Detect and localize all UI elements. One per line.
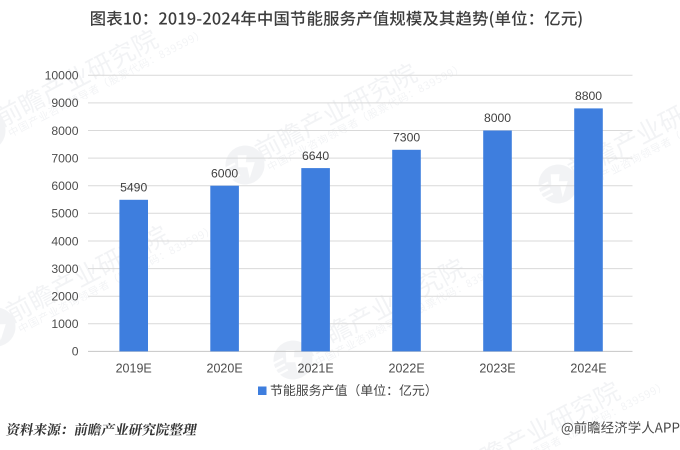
svg-text:2023E: 2023E — [479, 361, 515, 375]
svg-text:9000: 9000 — [51, 96, 78, 110]
svg-text:0: 0 — [72, 345, 79, 359]
svg-text:2022E: 2022E — [389, 361, 425, 375]
svg-text:1000: 1000 — [51, 317, 78, 331]
svg-text:10000: 10000 — [45, 69, 79, 83]
svg-text:6000: 6000 — [51, 179, 78, 193]
svg-text:2000: 2000 — [51, 290, 78, 304]
svg-text:2020E: 2020E — [207, 361, 243, 375]
svg-text:4000: 4000 — [51, 234, 78, 248]
svg-text:2019E: 2019E — [116, 361, 152, 375]
svg-text:7000: 7000 — [51, 151, 78, 165]
svg-text:6000: 6000 — [211, 166, 238, 180]
svg-text:8000: 8000 — [484, 111, 511, 125]
svg-text:2024E: 2024E — [570, 361, 606, 375]
svg-text:8800: 8800 — [575, 89, 602, 103]
svg-text:8000: 8000 — [51, 124, 78, 138]
svg-text:6640: 6640 — [302, 149, 329, 163]
svg-text:2021E: 2021E — [298, 361, 334, 375]
svg-text:3000: 3000 — [51, 262, 78, 276]
svg-text:7300: 7300 — [393, 131, 420, 145]
svg-text:5490: 5490 — [120, 181, 147, 195]
svg-text:5000: 5000 — [51, 207, 78, 221]
